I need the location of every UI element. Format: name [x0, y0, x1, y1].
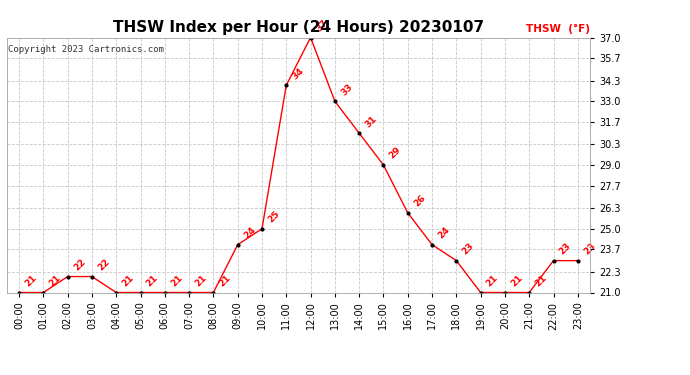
- Text: 29: 29: [388, 146, 403, 161]
- Title: THSW Index per Hour (24 Hours) 20230107: THSW Index per Hour (24 Hours) 20230107: [113, 20, 484, 35]
- Text: 34: 34: [290, 66, 306, 81]
- Text: 21: 21: [145, 273, 160, 288]
- Text: 23: 23: [460, 241, 475, 256]
- Text: 22: 22: [96, 257, 111, 272]
- Text: 23: 23: [582, 241, 597, 256]
- Text: 21: 21: [193, 273, 208, 288]
- Text: 22: 22: [72, 257, 87, 272]
- Text: 21: 21: [533, 273, 549, 288]
- Text: 21: 21: [509, 273, 524, 288]
- Text: 21: 21: [217, 273, 233, 288]
- Text: 37: 37: [315, 18, 330, 33]
- Text: 21: 21: [485, 273, 500, 288]
- Text: 21: 21: [48, 273, 63, 288]
- Text: 33: 33: [339, 82, 354, 97]
- Text: Copyright 2023 Cartronics.com: Copyright 2023 Cartronics.com: [8, 45, 164, 54]
- Text: 23: 23: [558, 241, 573, 256]
- Text: THSW  (°F): THSW (°F): [526, 24, 590, 33]
- Text: 25: 25: [266, 209, 282, 225]
- Text: 24: 24: [242, 225, 257, 240]
- Text: 31: 31: [364, 114, 379, 129]
- Text: 21: 21: [23, 273, 39, 288]
- Text: 26: 26: [412, 194, 427, 208]
- Text: 24: 24: [436, 225, 451, 240]
- Text: 21: 21: [120, 273, 136, 288]
- Text: 21: 21: [169, 273, 184, 288]
